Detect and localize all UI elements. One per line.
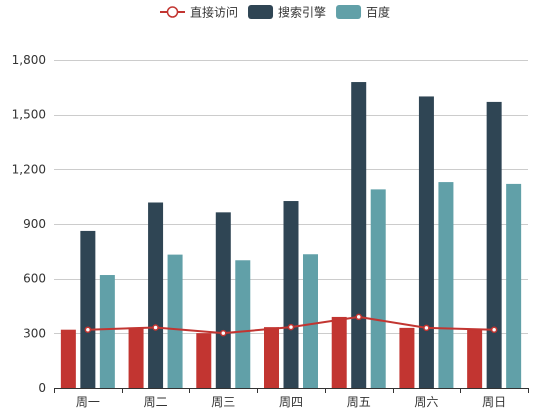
bar[interactable] xyxy=(148,202,164,388)
y-tick-label: 0 xyxy=(38,381,46,395)
bar[interactable] xyxy=(264,327,279,388)
y-tick-label: 1,200 xyxy=(12,162,46,176)
x-tick-label: 周四 xyxy=(279,395,303,409)
y-tick-label: 300 xyxy=(23,326,46,340)
bar[interactable] xyxy=(351,82,367,388)
line-point[interactable] xyxy=(84,326,92,333)
x-tick-label: 周六 xyxy=(414,395,438,409)
y-tick-label: 900 xyxy=(23,217,46,231)
line-point[interactable] xyxy=(355,313,362,321)
bar[interactable] xyxy=(167,254,183,388)
bar[interactable] xyxy=(331,316,347,388)
bar[interactable] xyxy=(370,189,386,388)
line-point[interactable] xyxy=(287,323,295,331)
legend[interactable]: 直接访问 搜索引擎 百度 xyxy=(160,5,390,20)
x-tick-label: 周一 xyxy=(76,395,100,409)
bar[interactable] xyxy=(235,260,251,388)
bar[interactable] xyxy=(438,182,454,388)
bar[interactable] xyxy=(80,230,96,388)
x-tick-label: 周五 xyxy=(347,395,371,409)
x-tick-label: 周三 xyxy=(211,395,235,409)
bar[interactable] xyxy=(486,101,502,389)
legend-item[interactable]: 搜索引擎 xyxy=(248,5,326,20)
line-point[interactable] xyxy=(152,324,159,331)
bar[interactable] xyxy=(506,183,522,388)
line-series xyxy=(84,313,498,337)
y-tick-label: 600 xyxy=(23,272,46,286)
legend-marker-swatch xyxy=(166,6,179,18)
line-point[interactable] xyxy=(490,326,498,333)
x-axis: 周一 周二 周三 周四 周五 周六 周日 xyxy=(54,388,529,409)
bar[interactable] xyxy=(303,254,318,388)
bar[interactable] xyxy=(215,212,231,388)
bars xyxy=(60,82,522,389)
legend-label: 搜索引擎 xyxy=(278,5,326,20)
bar[interactable] xyxy=(418,96,434,388)
bar[interactable] xyxy=(128,327,144,388)
line-point[interactable] xyxy=(423,324,430,332)
bar[interactable] xyxy=(283,201,299,388)
bar[interactable] xyxy=(467,329,483,388)
y-axis: 0 300 600 900 1,200 1,500 1,800 xyxy=(12,53,46,395)
legend-label: 直接访问 xyxy=(190,5,238,20)
y-tick-label: 1,500 xyxy=(12,108,46,122)
legend-item[interactable]: 百度 xyxy=(336,5,390,20)
legend-item[interactable]: 直接访问 xyxy=(160,5,238,20)
legend-label: 百度 xyxy=(366,5,390,20)
bar[interactable] xyxy=(196,333,212,388)
x-tick-label: 周二 xyxy=(144,395,168,409)
x-tick-label: 周日 xyxy=(482,395,506,409)
line-point[interactable] xyxy=(220,329,227,337)
bar[interactable] xyxy=(399,327,415,388)
bar[interactable] xyxy=(60,329,76,388)
legend-swatch xyxy=(248,5,274,19)
legend-swatch xyxy=(336,5,362,19)
bar[interactable] xyxy=(99,275,115,388)
y-tick-label: 1,800 xyxy=(12,53,46,67)
